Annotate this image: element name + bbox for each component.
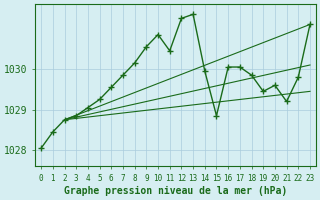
X-axis label: Graphe pression niveau de la mer (hPa): Graphe pression niveau de la mer (hPa): [64, 186, 287, 196]
